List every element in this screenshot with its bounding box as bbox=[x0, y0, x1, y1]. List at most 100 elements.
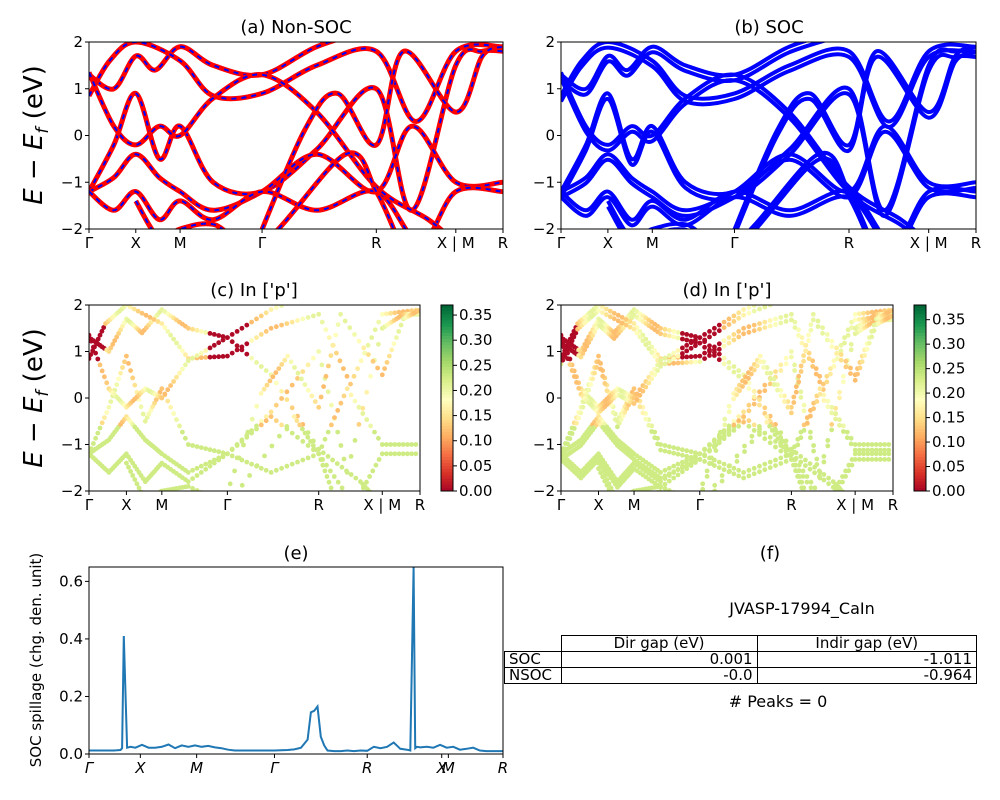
projected-point bbox=[693, 359, 698, 365]
projected-point bbox=[569, 338, 575, 344]
projected-point bbox=[721, 355, 727, 361]
colorbar-segment bbox=[914, 379, 926, 383]
projected-point bbox=[396, 309, 402, 315]
colorbar-segment bbox=[441, 472, 453, 476]
x-tick-label: R bbox=[844, 234, 854, 252]
projected-point bbox=[824, 503, 829, 508]
projected-point bbox=[655, 368, 660, 373]
colorbar-segment bbox=[441, 373, 453, 377]
projected-point bbox=[762, 305, 768, 310]
projected-point bbox=[707, 343, 712, 349]
projected-point bbox=[140, 411, 146, 417]
projected-point bbox=[617, 502, 622, 507]
projected-point bbox=[816, 491, 821, 496]
projected-point bbox=[684, 460, 690, 466]
projected-point bbox=[561, 338, 564, 344]
projected-point bbox=[263, 329, 269, 334]
projected-point bbox=[799, 340, 805, 346]
projected-point bbox=[688, 333, 694, 338]
projected-point bbox=[249, 430, 255, 436]
projected-point bbox=[234, 443, 240, 448]
projected-point bbox=[615, 504, 620, 509]
projected-point bbox=[764, 370, 770, 376]
projected-point bbox=[561, 361, 564, 367]
projected-point bbox=[211, 460, 217, 466]
projected-point bbox=[194, 444, 200, 449]
projected-point bbox=[649, 350, 655, 355]
projected-point bbox=[289, 319, 295, 325]
projected-point bbox=[190, 467, 196, 473]
projected-point bbox=[782, 399, 787, 404]
projected-point bbox=[244, 434, 250, 440]
projected-point bbox=[321, 384, 326, 389]
projected-point bbox=[328, 485, 334, 491]
table-row: NSOC -0.0 -0.964 bbox=[504, 667, 978, 684]
projected-point bbox=[707, 353, 712, 358]
projected-point bbox=[726, 340, 732, 346]
projected-point bbox=[300, 439, 306, 444]
projected-point bbox=[869, 334, 875, 340]
projected-point bbox=[338, 400, 344, 406]
projected-point bbox=[325, 454, 331, 459]
projected-point bbox=[89, 352, 94, 357]
projected-point bbox=[190, 355, 196, 361]
projected-point bbox=[194, 353, 200, 358]
projected-point bbox=[857, 442, 862, 447]
projected-point bbox=[335, 322, 341, 327]
projected-point bbox=[376, 435, 381, 441]
projected-point bbox=[741, 470, 746, 475]
projected-point bbox=[122, 320, 127, 325]
projected-point bbox=[789, 410, 794, 416]
colorbar-tick-label: 0.15 bbox=[459, 407, 492, 425]
projected-point bbox=[102, 374, 107, 380]
projected-point bbox=[680, 459, 685, 465]
projected-point bbox=[800, 474, 806, 479]
projected-point bbox=[216, 340, 222, 346]
projected-point bbox=[807, 466, 813, 472]
projected-point bbox=[757, 424, 762, 429]
projected-point bbox=[376, 319, 382, 325]
projected-point bbox=[801, 428, 807, 433]
projected-point bbox=[829, 422, 835, 427]
projected-point bbox=[400, 442, 406, 447]
projected-point bbox=[804, 474, 810, 479]
y-tick-label: −2 bbox=[533, 220, 555, 238]
projected-point bbox=[139, 310, 145, 316]
projected-point bbox=[746, 402, 752, 408]
colorbar-tick-label: 0.20 bbox=[459, 381, 492, 399]
projected-point bbox=[824, 337, 830, 343]
projected-point bbox=[326, 335, 332, 340]
y-tick-label: −1 bbox=[61, 436, 83, 454]
projected-point bbox=[751, 305, 757, 308]
projected-point bbox=[174, 374, 179, 380]
projected-point bbox=[567, 342, 573, 348]
projected-point bbox=[185, 325, 191, 331]
projected-point bbox=[596, 305, 601, 308]
projected-point bbox=[734, 453, 740, 459]
projected-point bbox=[742, 443, 747, 449]
projected-point bbox=[675, 461, 681, 467]
projected-point bbox=[810, 317, 816, 323]
projected-point bbox=[325, 429, 331, 435]
projected-point bbox=[666, 353, 672, 358]
colorbar-segment bbox=[914, 329, 926, 334]
projected-point bbox=[882, 447, 887, 453]
projected-point bbox=[857, 457, 862, 462]
projected-point bbox=[135, 308, 141, 314]
projected-point bbox=[774, 305, 777, 306]
projected-point bbox=[640, 338, 646, 344]
projected-point bbox=[704, 474, 710, 479]
projected-point bbox=[128, 469, 134, 474]
projected-point bbox=[812, 485, 818, 491]
projected-point bbox=[697, 457, 703, 462]
x-tick-label: R bbox=[498, 759, 508, 777]
projected-point bbox=[798, 459, 804, 465]
projected-point bbox=[662, 361, 668, 367]
projected-point bbox=[716, 459, 722, 465]
projected-point bbox=[675, 348, 681, 353]
projected-point bbox=[229, 453, 235, 459]
projected-point bbox=[258, 418, 264, 424]
projected-point bbox=[693, 343, 698, 349]
projected-point bbox=[289, 430, 295, 436]
projected-point bbox=[324, 474, 330, 479]
